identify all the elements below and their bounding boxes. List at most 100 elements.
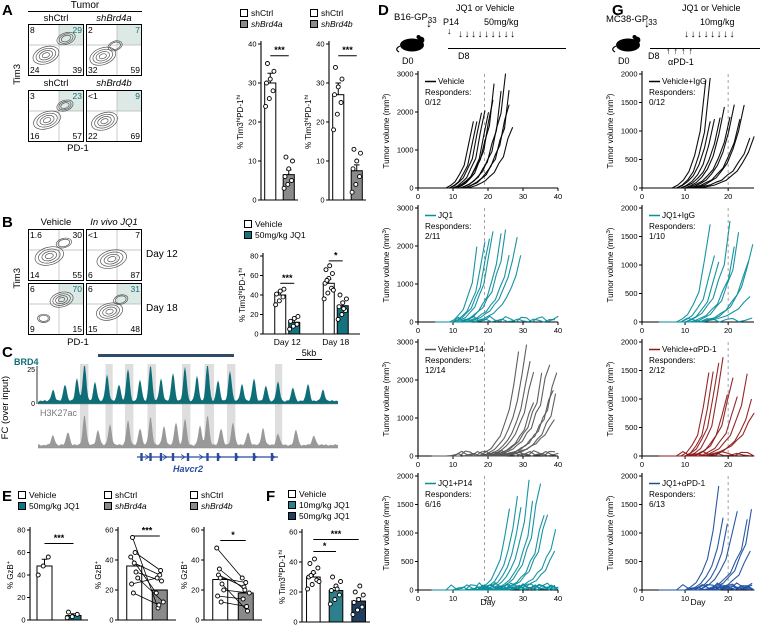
quadrant-percent-bottom-left: 16 xyxy=(30,130,40,141)
svg-text:Responders:: Responders: xyxy=(425,222,471,231)
svg-text:0/12: 0/12 xyxy=(649,98,665,107)
svg-text:***: *** xyxy=(142,526,153,536)
svg-text:10: 10 xyxy=(681,192,689,201)
quadrant-percent-top-left: <1 xyxy=(88,230,98,240)
svg-text:25: 25 xyxy=(27,367,35,374)
legend-item: 10mg/kg JQ1 xyxy=(288,500,350,510)
quadrant-percent-top-left: 3 xyxy=(30,91,35,101)
svg-text:20: 20 xyxy=(484,326,492,335)
svg-text:10: 10 xyxy=(449,192,457,201)
legend-label: shCtrl xyxy=(321,8,344,18)
col-header-shctrl-a2: shCtrl xyxy=(43,78,69,89)
svg-text:40: 40 xyxy=(554,460,562,469)
svg-text:30: 30 xyxy=(519,326,527,335)
legend-item: shCtrl xyxy=(240,8,283,18)
svg-text:30: 30 xyxy=(248,79,256,88)
tumor-growth-chart-jq1-p14: 0 500 1000 1500 2000 Tumor volume (mm3) 0 10 20 3… xyxy=(382,472,562,607)
svg-text:Responders:: Responders: xyxy=(425,490,471,499)
svg-text:1000: 1000 xyxy=(621,261,638,270)
flow-plot: 8 29 24 39 xyxy=(28,24,84,76)
legend-item: shBrd4b xyxy=(190,501,233,511)
quadrant-percent-top-right: 7 xyxy=(135,230,140,240)
svg-text:40: 40 xyxy=(250,291,258,300)
svg-text:0: 0 xyxy=(409,586,413,595)
col-header-shbrd4a: shBrd4a xyxy=(96,13,132,24)
flow-contours xyxy=(86,24,142,76)
timeline-d0-label: D0 xyxy=(618,56,630,66)
svg-text:40: 40 xyxy=(191,556,199,565)
panel-b-label: B xyxy=(2,214,13,231)
quadrant-percent-bottom-left: 22 xyxy=(88,130,98,141)
region-highlight-bar xyxy=(98,354,234,357)
timeline-d0-label: D0 xyxy=(402,56,414,66)
track-label-brd4: BRD4 xyxy=(14,357,39,367)
svg-text:500: 500 xyxy=(625,557,638,566)
row-label-day18: Day 18 xyxy=(146,303,178,314)
col-header-vehicle: Vehicle xyxy=(40,217,72,228)
flow-plot: 3 23 16 57 xyxy=(28,90,84,142)
quadrant-percent-top-right: 31 xyxy=(130,284,140,294)
svg-text:40: 40 xyxy=(316,40,324,49)
panel-d-label: D xyxy=(378,2,389,19)
svg-text:% Tim3hiPD-1hi: % Tim3hiPD-1hi xyxy=(304,95,313,149)
svg-text:500: 500 xyxy=(625,289,638,298)
timeline-d8-label: D8 xyxy=(648,51,660,61)
svg-text:40: 40 xyxy=(554,594,562,603)
svg-text:2000: 2000 xyxy=(397,108,414,117)
svg-text:Responders:: Responders: xyxy=(649,88,695,97)
legend-item: shBrd4a xyxy=(104,501,147,511)
svg-text:1000: 1000 xyxy=(397,529,414,538)
svg-text:10: 10 xyxy=(681,594,689,603)
quadrant-percent-bottom-left: 32 xyxy=(88,64,98,75)
svg-text:0: 0 xyxy=(409,452,413,461)
svg-text:Vehicle: Vehicle xyxy=(438,77,465,86)
svg-text:Tumor volume (mm3): Tumor volume (mm3) xyxy=(382,495,391,570)
svg-text:3000: 3000 xyxy=(397,70,414,79)
svg-text:Tumor volume (mm3): Tumor volume (mm3) xyxy=(606,495,615,570)
quadrant-percent-top-right: 70 xyxy=(72,284,82,294)
tumor-growth-chart-jq1: 0 1000 2000 3000 Tumor volume (mm3) 0 10 20 30 40… xyxy=(382,204,562,335)
bar-chart-shbrd4a: 0 10 20 30 40 % Tim3hiPD-1hi *** xyxy=(236,40,298,205)
p14-arrow-icon: ↓ xyxy=(447,26,452,36)
chart-legend: shCtrl shBrd4b xyxy=(190,490,233,511)
quadrant-percent-bottom-right: 59 xyxy=(130,64,140,75)
legend-item: shCtrl xyxy=(190,490,233,500)
legend-label: shBrd4b xyxy=(201,501,233,511)
legend-swatch xyxy=(104,491,112,499)
quadrant-percent-top-left: 6 xyxy=(30,284,35,294)
timeline xyxy=(448,48,566,49)
quadrant-percent-top-left: 1.6 xyxy=(30,230,42,240)
cell-line-label: MC38-GP33 xyxy=(606,14,658,27)
svg-text:% GzB+: % GzB+ xyxy=(94,560,103,589)
svg-text:Tumor volume (mm3): Tumor volume (mm3) xyxy=(606,361,615,436)
x-axis-label-pd1: PD-1 xyxy=(67,143,89,154)
chart-legend: Vehicle 50mg/kg JQ1 xyxy=(244,219,306,240)
svg-text:0: 0 xyxy=(31,401,35,408)
svg-text:***: *** xyxy=(274,45,285,55)
legend-item: 50mg/kg JQ1 xyxy=(18,501,80,511)
legend-swatch xyxy=(288,512,296,520)
injection-arrow-icon: ↓ xyxy=(426,16,432,30)
svg-text:Vehicle+IgG: Vehicle+IgG xyxy=(662,77,706,86)
quadrant-percent-top-right: 7 xyxy=(135,25,140,35)
svg-text:20: 20 xyxy=(724,326,732,335)
legend-label: shCtrl xyxy=(251,8,274,18)
svg-text:***: *** xyxy=(282,273,293,283)
svg-text:1/10: 1/10 xyxy=(649,232,665,241)
quadrant-percent-top-right: 30 xyxy=(72,230,82,240)
svg-text:20: 20 xyxy=(316,118,324,127)
svg-text:% Tim3hiPD-1hi: % Tim3hiPD-1hi xyxy=(278,550,287,604)
injection-arrow-icon: ↓ xyxy=(644,16,650,30)
svg-text:Responders:: Responders: xyxy=(649,490,695,499)
svg-text:***: *** xyxy=(331,529,342,539)
quadrant-percent-top-left: <1 xyxy=(88,91,98,101)
legend-label: 50mg/kg JQ1 xyxy=(29,501,80,511)
svg-text:2000: 2000 xyxy=(621,70,638,79)
flow-contours xyxy=(28,90,84,142)
svg-text:0: 0 xyxy=(633,318,637,327)
svg-text:1500: 1500 xyxy=(397,500,414,509)
svg-text:20: 20 xyxy=(105,586,113,595)
svg-text:10: 10 xyxy=(449,460,457,469)
legend-label: shCtrl xyxy=(201,490,224,500)
panel-g-label: G xyxy=(612,2,624,19)
